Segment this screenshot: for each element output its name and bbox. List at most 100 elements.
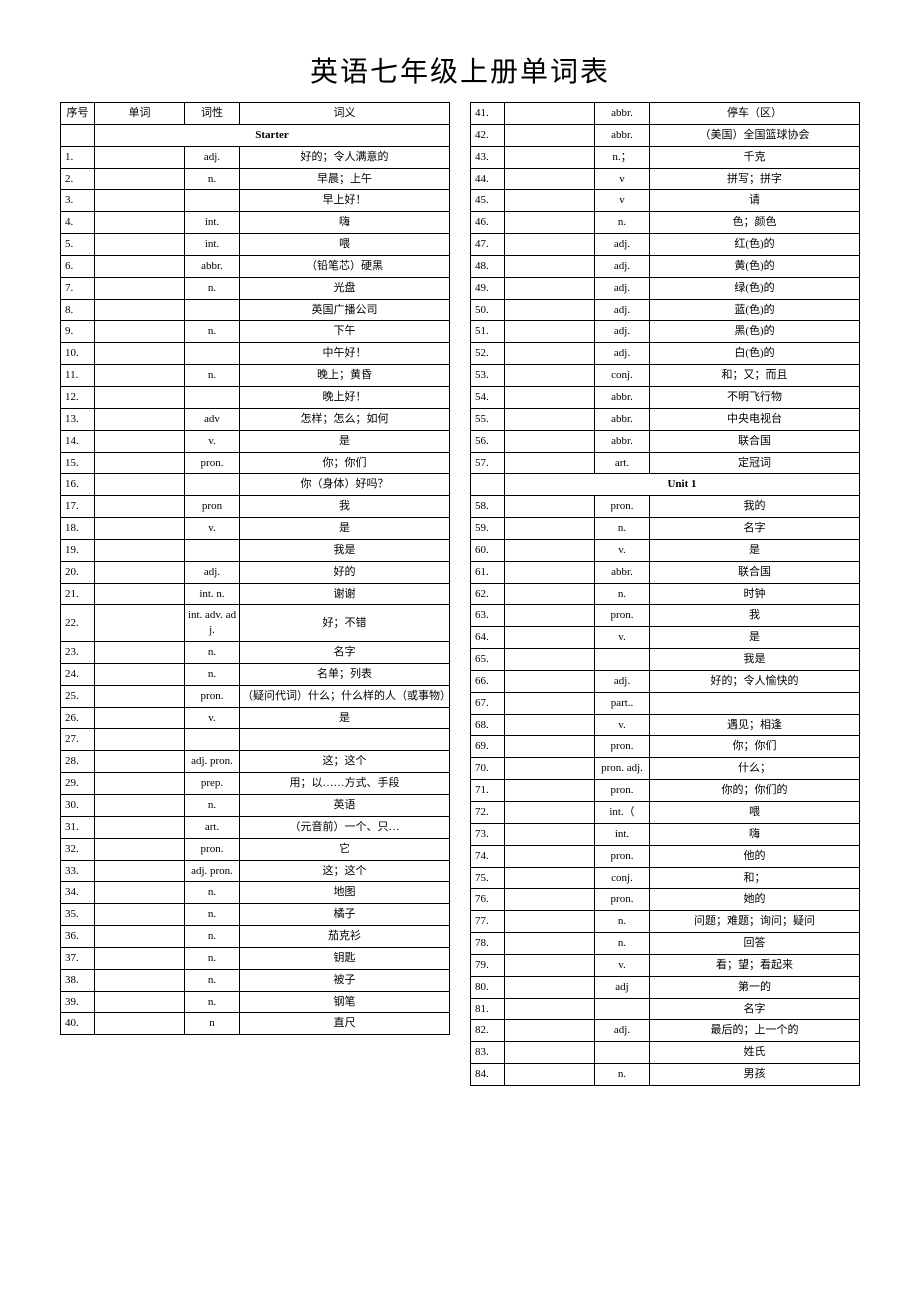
hdr-pos: 词性 [185, 103, 240, 125]
table-row: 47.adj.红(色)的 [471, 234, 860, 256]
cell-word [505, 954, 595, 976]
cell-word [95, 605, 185, 642]
cell-word [95, 321, 185, 343]
cell-pos: adj [595, 976, 650, 998]
cell-word [95, 474, 185, 496]
cell-word [95, 343, 185, 365]
cell-def: （元音前）一个、只… [240, 816, 450, 838]
cell-word [505, 518, 595, 540]
cell-def: 请 [650, 190, 860, 212]
cell-num: 29. [61, 773, 95, 795]
cell-pos: abbr. [595, 124, 650, 146]
cell-word [95, 1013, 185, 1035]
cell-pos: adj. [595, 670, 650, 692]
cell-pos [185, 299, 240, 321]
cell-num: 10. [61, 343, 95, 365]
table-row: 20.adj.好的 [61, 561, 450, 583]
table-row: 11.n.晚上；黄昏 [61, 365, 450, 387]
cell-num: 34. [61, 882, 95, 904]
cell-def: 茄克衫 [240, 926, 450, 948]
left-column: 序号单词词性词义Starter1.adj.好的；令人满意的2.n.早晨；上午3.… [60, 102, 450, 1086]
cell-pos: adj. [595, 277, 650, 299]
cell-num: 27. [61, 729, 95, 751]
cell-word [95, 583, 185, 605]
cell-def: 我是 [650, 649, 860, 671]
cell-def: 好的 [240, 561, 450, 583]
cell-pos: abbr. [595, 386, 650, 408]
cell-pos: pron. adj. [595, 758, 650, 780]
cell-num: 12. [61, 386, 95, 408]
cell-num: 82. [471, 1020, 505, 1042]
cell-pos: n. [595, 518, 650, 540]
cell-def: 遇见；相逢 [650, 714, 860, 736]
cell-num: 73. [471, 823, 505, 845]
cell-pos: art. [595, 452, 650, 474]
table-row: 75.conj.和； [471, 867, 860, 889]
section-empty [471, 474, 505, 496]
cell-num: 45. [471, 190, 505, 212]
table-row: 36.n.茄克衫 [61, 926, 450, 948]
cell-num: 56. [471, 430, 505, 452]
table-row: 29.prep.用；以……方式、手段 [61, 773, 450, 795]
cell-pos: pron. [595, 845, 650, 867]
cell-def: 中央电视台 [650, 408, 860, 430]
cell-pos: art. [185, 816, 240, 838]
table-row: 30.n.英语 [61, 795, 450, 817]
cell-word [95, 904, 185, 926]
cell-num: 24. [61, 663, 95, 685]
table-row: 45.v请 [471, 190, 860, 212]
cell-def: 钥匙 [240, 947, 450, 969]
cell-pos: pron. [595, 736, 650, 758]
cell-pos: adj. [595, 343, 650, 365]
cell-num: 48. [471, 255, 505, 277]
table-row: 4.int.嗨 [61, 212, 450, 234]
cell-word [505, 1020, 595, 1042]
table-row: 50.adj.蓝(色)的 [471, 299, 860, 321]
cell-def: 嗨 [650, 823, 860, 845]
table-row: 1.adj.好的；令人满意的 [61, 146, 450, 168]
cell-pos: v. [185, 707, 240, 729]
cell-pos: n [185, 1013, 240, 1035]
table-row: 49.adj.绿(色)的 [471, 277, 860, 299]
table-row: 79.v.看；望；看起来 [471, 954, 860, 976]
cell-num: 63. [471, 605, 505, 627]
cell-pos: v. [595, 627, 650, 649]
cell-word [505, 190, 595, 212]
table-row: 2.n.早晨；上午 [61, 168, 450, 190]
table-row: 67.part.. [471, 692, 860, 714]
cell-pos [185, 343, 240, 365]
table-row: 14.v.是 [61, 430, 450, 452]
cell-pos: v. [185, 430, 240, 452]
vocab-table-right: 41.abbr.停车（区）42.abbr.（美国）全国篮球协会43.n.；千克4… [470, 102, 860, 1086]
table-row: 54.abbr.不明飞行物 [471, 386, 860, 408]
cell-pos: pron. [595, 605, 650, 627]
cell-num: 54. [471, 386, 505, 408]
cell-word [505, 343, 595, 365]
cell-def: 早上好！ [240, 190, 450, 212]
cell-def: 是 [240, 707, 450, 729]
cell-pos: n. [185, 365, 240, 387]
cell-word [505, 430, 595, 452]
cell-num: 35. [61, 904, 95, 926]
cell-num: 9. [61, 321, 95, 343]
cell-word [505, 168, 595, 190]
cell-def: 是 [240, 518, 450, 540]
cell-def: 第一的 [650, 976, 860, 998]
cell-def: 你（身体）好吗？ [240, 474, 450, 496]
right-column: 41.abbr.停车（区）42.abbr.（美国）全国篮球协会43.n.；千克4… [470, 102, 860, 1086]
cell-num: 15. [61, 452, 95, 474]
cell-num: 51. [471, 321, 505, 343]
cell-pos: int.（ [595, 802, 650, 824]
cell-num: 39. [61, 991, 95, 1013]
table-row: 12.晚上好！ [61, 386, 450, 408]
cell-def: （铅笔芯）硬黑 [240, 255, 450, 277]
cell-pos: pron. [185, 452, 240, 474]
cell-word [505, 692, 595, 714]
cell-pos: adj. [595, 299, 650, 321]
cell-num: 38. [61, 969, 95, 991]
cell-num: 83. [471, 1042, 505, 1064]
cell-def: 停车（区） [650, 103, 860, 125]
cell-num: 36. [61, 926, 95, 948]
cell-pos: adj. [185, 561, 240, 583]
cell-word [505, 933, 595, 955]
